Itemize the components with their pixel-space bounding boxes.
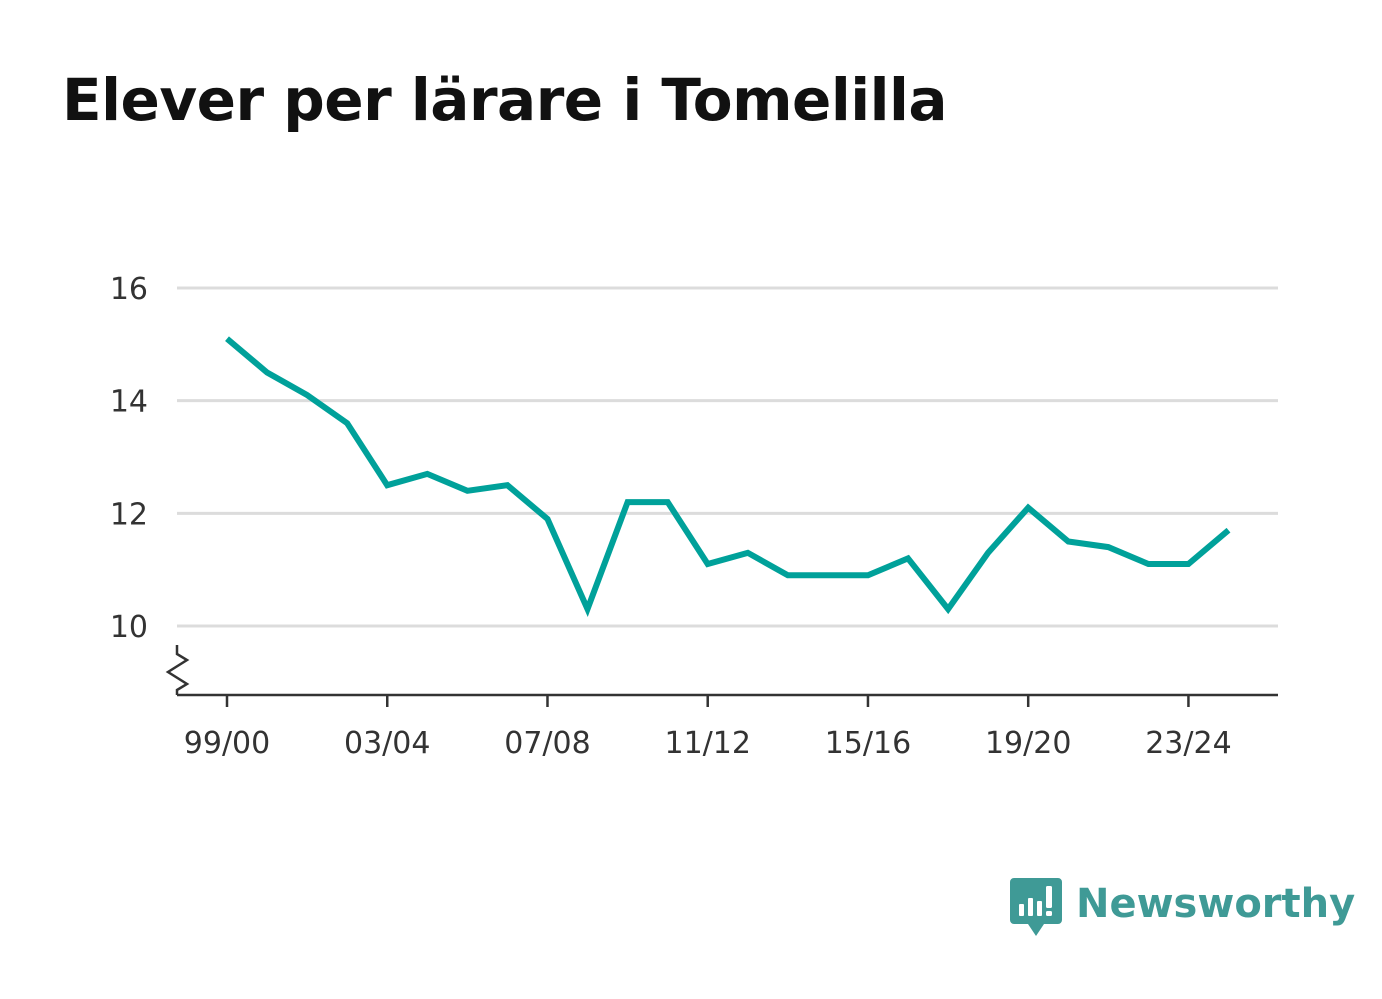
axis-break-zigzag: [165, 645, 190, 695]
y-tick-label: 12: [110, 497, 148, 532]
y-tick-label: 16: [110, 272, 148, 307]
x-tick-label: 23/24: [1145, 726, 1231, 761]
y-tick-label: 14: [110, 385, 148, 420]
brand-name: Newsworthy: [1076, 881, 1356, 927]
x-axis: [177, 693, 1278, 707]
x-tick-label: 15/16: [825, 726, 911, 761]
x-tick-label: 19/20: [985, 726, 1071, 761]
x-tick-labels: 99/00 03/04 07/08 11/12 15/16 19/20 23/24: [184, 726, 1232, 761]
newsworthy-logo: Newsworthy: [1010, 878, 1355, 942]
series: [225, 336, 1231, 618]
axis-break: [165, 645, 190, 695]
gridlines: [177, 286, 1278, 628]
x-tick-label: 99/00: [184, 726, 270, 761]
x-tick-label: 03/04: [344, 726, 430, 761]
y-tick-label: 10: [110, 610, 148, 645]
y-tick-labels: 10 12 14 16: [110, 272, 148, 645]
chart-title: Elever per lärare i Tomelilla: [62, 66, 948, 134]
newsworthy-logo-icon: [1010, 878, 1062, 936]
series-line-0: [225, 336, 1231, 618]
x-tick-label: 07/08: [504, 726, 590, 761]
x-tick-label: 11/12: [664, 726, 750, 761]
